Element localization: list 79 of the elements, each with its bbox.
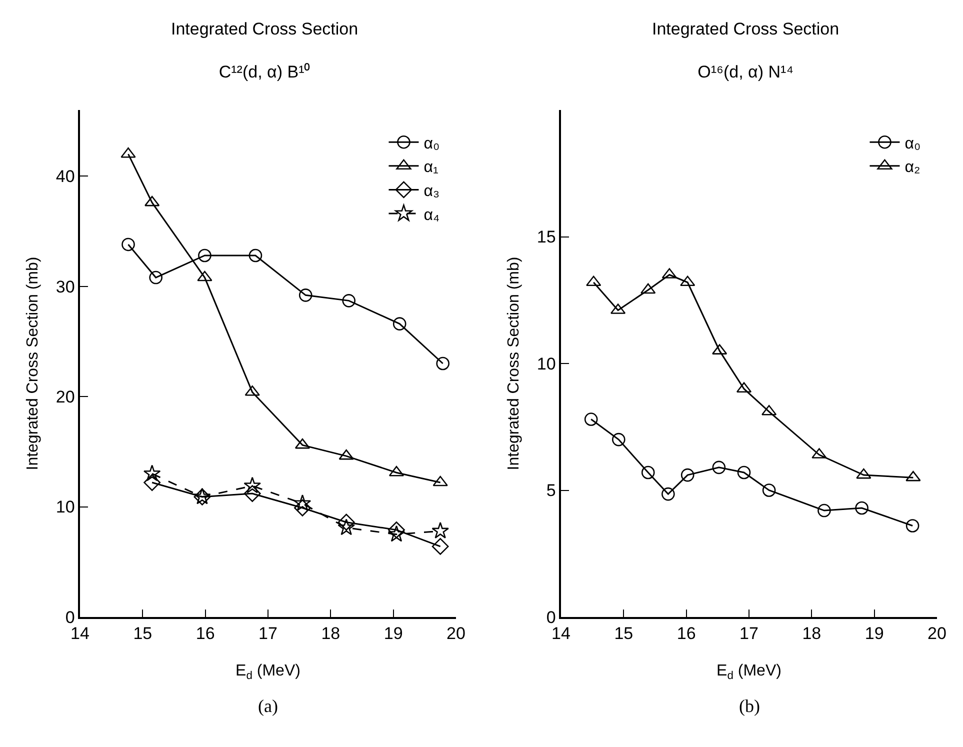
x-tick-label: 15 — [133, 624, 152, 644]
x-tick-label: 17 — [258, 624, 278, 644]
point — [818, 504, 831, 518]
y-tick-label: 20 — [56, 388, 75, 407]
point — [680, 276, 696, 286]
point — [680, 468, 694, 482]
y-tick-label: 15 — [536, 228, 556, 247]
x-axis-title: E$_{d}$ (MeV) — [236, 662, 300, 682]
x-tick-label: 20 — [928, 624, 946, 644]
point — [244, 476, 261, 494]
point — [641, 466, 655, 480]
legend-label: α₂ — [904, 159, 920, 176]
text: (b) — [739, 696, 760, 716]
legend-label: α₁ — [424, 159, 438, 176]
chart-subtitle: C¹²(d, α) B¹⁰ — [218, 62, 310, 82]
point — [338, 514, 355, 531]
point — [712, 460, 726, 474]
x-tick-label: 20 — [446, 624, 466, 644]
point — [388, 525, 406, 542]
point — [436, 356, 450, 370]
text: (a) — [258, 696, 278, 716]
y-tick-label: 10 — [56, 498, 75, 517]
point — [342, 294, 356, 308]
point — [432, 538, 449, 555]
y-axis-title: Integrated Cross Section (mb) — [506, 256, 522, 470]
point — [143, 464, 161, 482]
x-tick-label: 19 — [864, 624, 884, 644]
point — [197, 270, 212, 282]
point — [338, 449, 354, 460]
point — [294, 499, 311, 516]
x-axis-title: E$_{d}$ (MeV) — [716, 662, 782, 682]
point — [338, 518, 355, 536]
point — [855, 501, 868, 515]
y-tick-label: 0 — [546, 608, 556, 627]
point — [906, 470, 921, 482]
chart-title: Integrated Cross Section — [652, 19, 840, 38]
point — [198, 248, 212, 262]
chart-subtitle: O¹⁶(d, α) N¹⁴ — [698, 62, 794, 82]
x-tick-label: 14 — [70, 624, 90, 644]
chart-title: Integrated Cross Section — [170, 19, 358, 38]
x-tick-label: 19 — [384, 624, 403, 644]
point — [388, 521, 405, 538]
legend-label: α₄ — [424, 206, 440, 224]
point — [432, 522, 449, 538]
point — [762, 484, 776, 497]
x-tick-label: 18 — [802, 624, 822, 644]
point — [432, 476, 448, 486]
point — [392, 317, 406, 330]
point — [737, 466, 751, 480]
point — [144, 474, 161, 491]
point — [640, 283, 656, 294]
y-tick-label: 0 — [65, 608, 75, 627]
point — [612, 432, 626, 446]
x-tick-label: 17 — [740, 624, 758, 644]
point — [294, 494, 312, 511]
x-tick-label: 18 — [321, 624, 340, 644]
y-tick-label: 5 — [546, 481, 556, 500]
point — [584, 412, 598, 426]
point — [662, 487, 675, 501]
legend-label: α₀ — [424, 135, 440, 152]
legend-label: α₃ — [424, 182, 440, 200]
x-tick-label: 14 — [552, 624, 570, 644]
point — [586, 276, 602, 286]
point — [248, 248, 262, 262]
y-tick-label: 30 — [56, 277, 75, 296]
point — [149, 270, 162, 284]
point — [856, 468, 872, 479]
x-tick-label: 15 — [614, 624, 634, 644]
y-tick-label: 40 — [56, 167, 75, 186]
y-axis-title: Integrated Cross Section (mb) — [24, 256, 42, 470]
point — [906, 519, 920, 532]
x-tick-label: 16 — [676, 624, 696, 644]
point — [244, 485, 261, 502]
x-tick-label: 16 — [196, 624, 215, 644]
y-tick-label: 10 — [536, 354, 556, 374]
point — [298, 288, 312, 302]
point — [120, 147, 136, 158]
legend-label: α₀ — [904, 135, 921, 152]
point — [122, 238, 135, 252]
